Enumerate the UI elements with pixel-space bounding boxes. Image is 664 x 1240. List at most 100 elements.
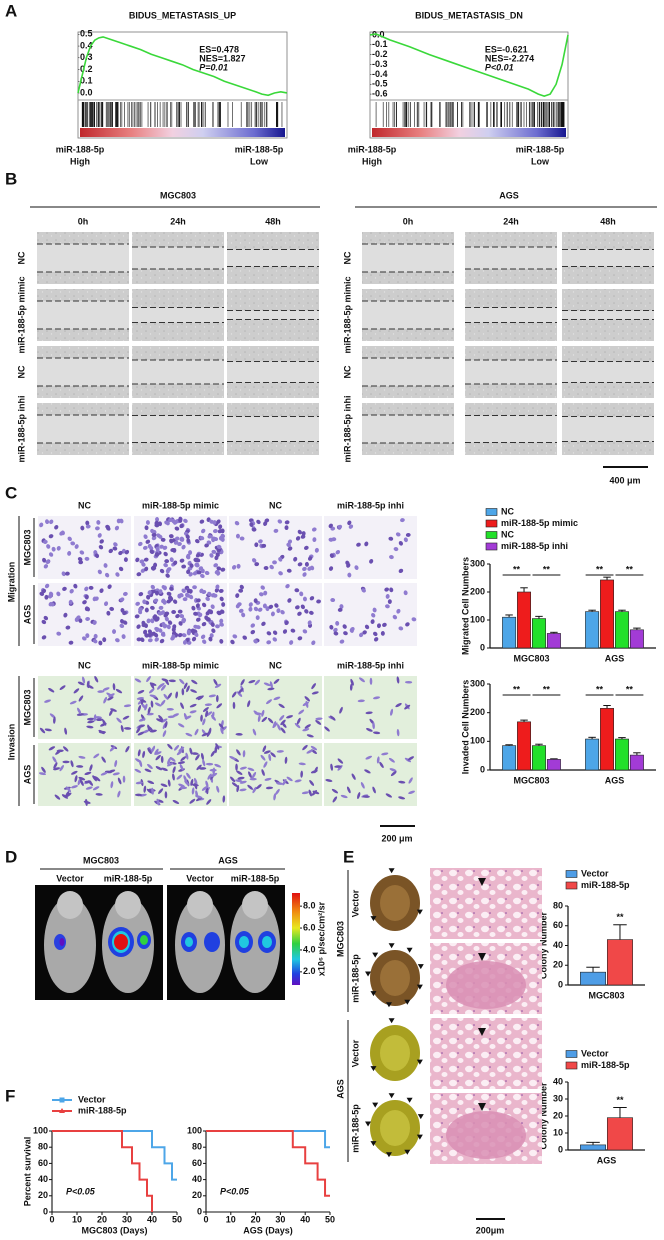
cell xyxy=(186,553,191,559)
x-axis-label: MGC803 (Days) xyxy=(81,1225,147,1235)
cell xyxy=(80,525,85,531)
cell xyxy=(113,542,118,547)
cell xyxy=(160,767,168,771)
cell xyxy=(84,586,89,592)
cell xyxy=(264,777,272,781)
cell xyxy=(350,627,355,632)
wound-area xyxy=(227,310,319,320)
scale-label: 400 μm xyxy=(609,475,640,485)
cell xyxy=(258,539,263,544)
signal xyxy=(239,936,249,948)
legend-marker xyxy=(59,1108,65,1113)
y-tick-label: 0.4 xyxy=(80,40,93,50)
cell xyxy=(135,601,140,606)
cell xyxy=(263,566,269,571)
cell xyxy=(219,638,224,644)
tumor-nodule xyxy=(446,961,526,1009)
arrowhead xyxy=(388,1018,395,1024)
cell xyxy=(138,724,145,728)
cell xyxy=(134,614,140,619)
stat-text: ES=-0.621 xyxy=(485,44,528,54)
cell xyxy=(329,715,336,721)
cell xyxy=(134,768,142,773)
cell xyxy=(205,710,209,718)
cell xyxy=(395,702,402,708)
cell xyxy=(154,626,159,632)
cell xyxy=(136,572,142,577)
cell xyxy=(212,767,216,775)
cell xyxy=(43,564,49,569)
cell xyxy=(201,732,209,737)
cell xyxy=(171,610,177,615)
cell xyxy=(273,793,277,801)
cell xyxy=(191,679,198,685)
cell xyxy=(309,596,315,601)
cell-line-header: AGS xyxy=(218,855,238,865)
cell xyxy=(41,588,47,594)
cell xyxy=(284,520,290,525)
cell xyxy=(186,569,191,575)
y-tick-label: 0.2 xyxy=(80,64,93,74)
cell xyxy=(121,634,126,639)
cell xyxy=(202,759,206,767)
cell xyxy=(305,700,309,708)
cell xyxy=(174,526,180,531)
cell xyxy=(301,791,309,795)
rank-label: High xyxy=(362,156,382,166)
survival-curve xyxy=(52,1130,177,1181)
cell xyxy=(122,610,127,616)
cell xyxy=(373,696,381,700)
cell xyxy=(239,788,247,792)
cell xyxy=(188,594,194,600)
chart-title: BIDUS_METASTASIS_DN xyxy=(415,10,523,20)
cell xyxy=(107,584,112,589)
cell xyxy=(42,557,47,563)
cell xyxy=(82,600,87,605)
cell xyxy=(314,547,319,553)
cell xyxy=(186,685,190,693)
mouse xyxy=(175,897,225,993)
cell xyxy=(231,565,237,570)
cell xyxy=(310,770,318,774)
cell xyxy=(248,602,253,607)
cell xyxy=(210,772,218,778)
row-label: MGC803 xyxy=(22,689,32,725)
cell xyxy=(195,603,200,608)
cell xyxy=(100,772,108,776)
lung-photo xyxy=(380,885,410,921)
cell xyxy=(311,790,317,796)
cell xyxy=(180,702,184,710)
y-tick-label: 40 xyxy=(553,940,563,950)
y-tick-label: -0.5 xyxy=(372,79,388,89)
bar xyxy=(585,611,600,649)
cell xyxy=(239,584,244,590)
group-label: miR-188-5p xyxy=(104,873,153,883)
cell xyxy=(140,568,146,573)
cell xyxy=(122,775,126,783)
row-label: AGS xyxy=(22,605,32,625)
bar xyxy=(600,708,614,771)
cell xyxy=(240,679,245,686)
cell xyxy=(208,694,216,698)
cell xyxy=(146,618,151,624)
cell xyxy=(328,537,334,542)
cell xyxy=(162,730,167,737)
arrowhead xyxy=(365,1121,372,1127)
colorbar xyxy=(292,893,300,985)
cell xyxy=(155,754,161,761)
y-tick-label: 100 xyxy=(187,1125,202,1135)
cell xyxy=(181,588,186,593)
cell xyxy=(262,603,267,609)
arrowhead xyxy=(417,1114,424,1120)
cell xyxy=(332,796,338,803)
y-tick-label: 100 xyxy=(470,614,485,624)
cell xyxy=(147,638,153,643)
cell xyxy=(388,757,395,763)
cell xyxy=(268,753,272,762)
cell xyxy=(330,763,334,771)
row-label: miR-188-5p mimic xyxy=(342,276,352,353)
arrowhead xyxy=(478,953,486,961)
cell xyxy=(160,783,168,787)
significance: ** xyxy=(626,564,634,574)
cell xyxy=(114,525,120,531)
